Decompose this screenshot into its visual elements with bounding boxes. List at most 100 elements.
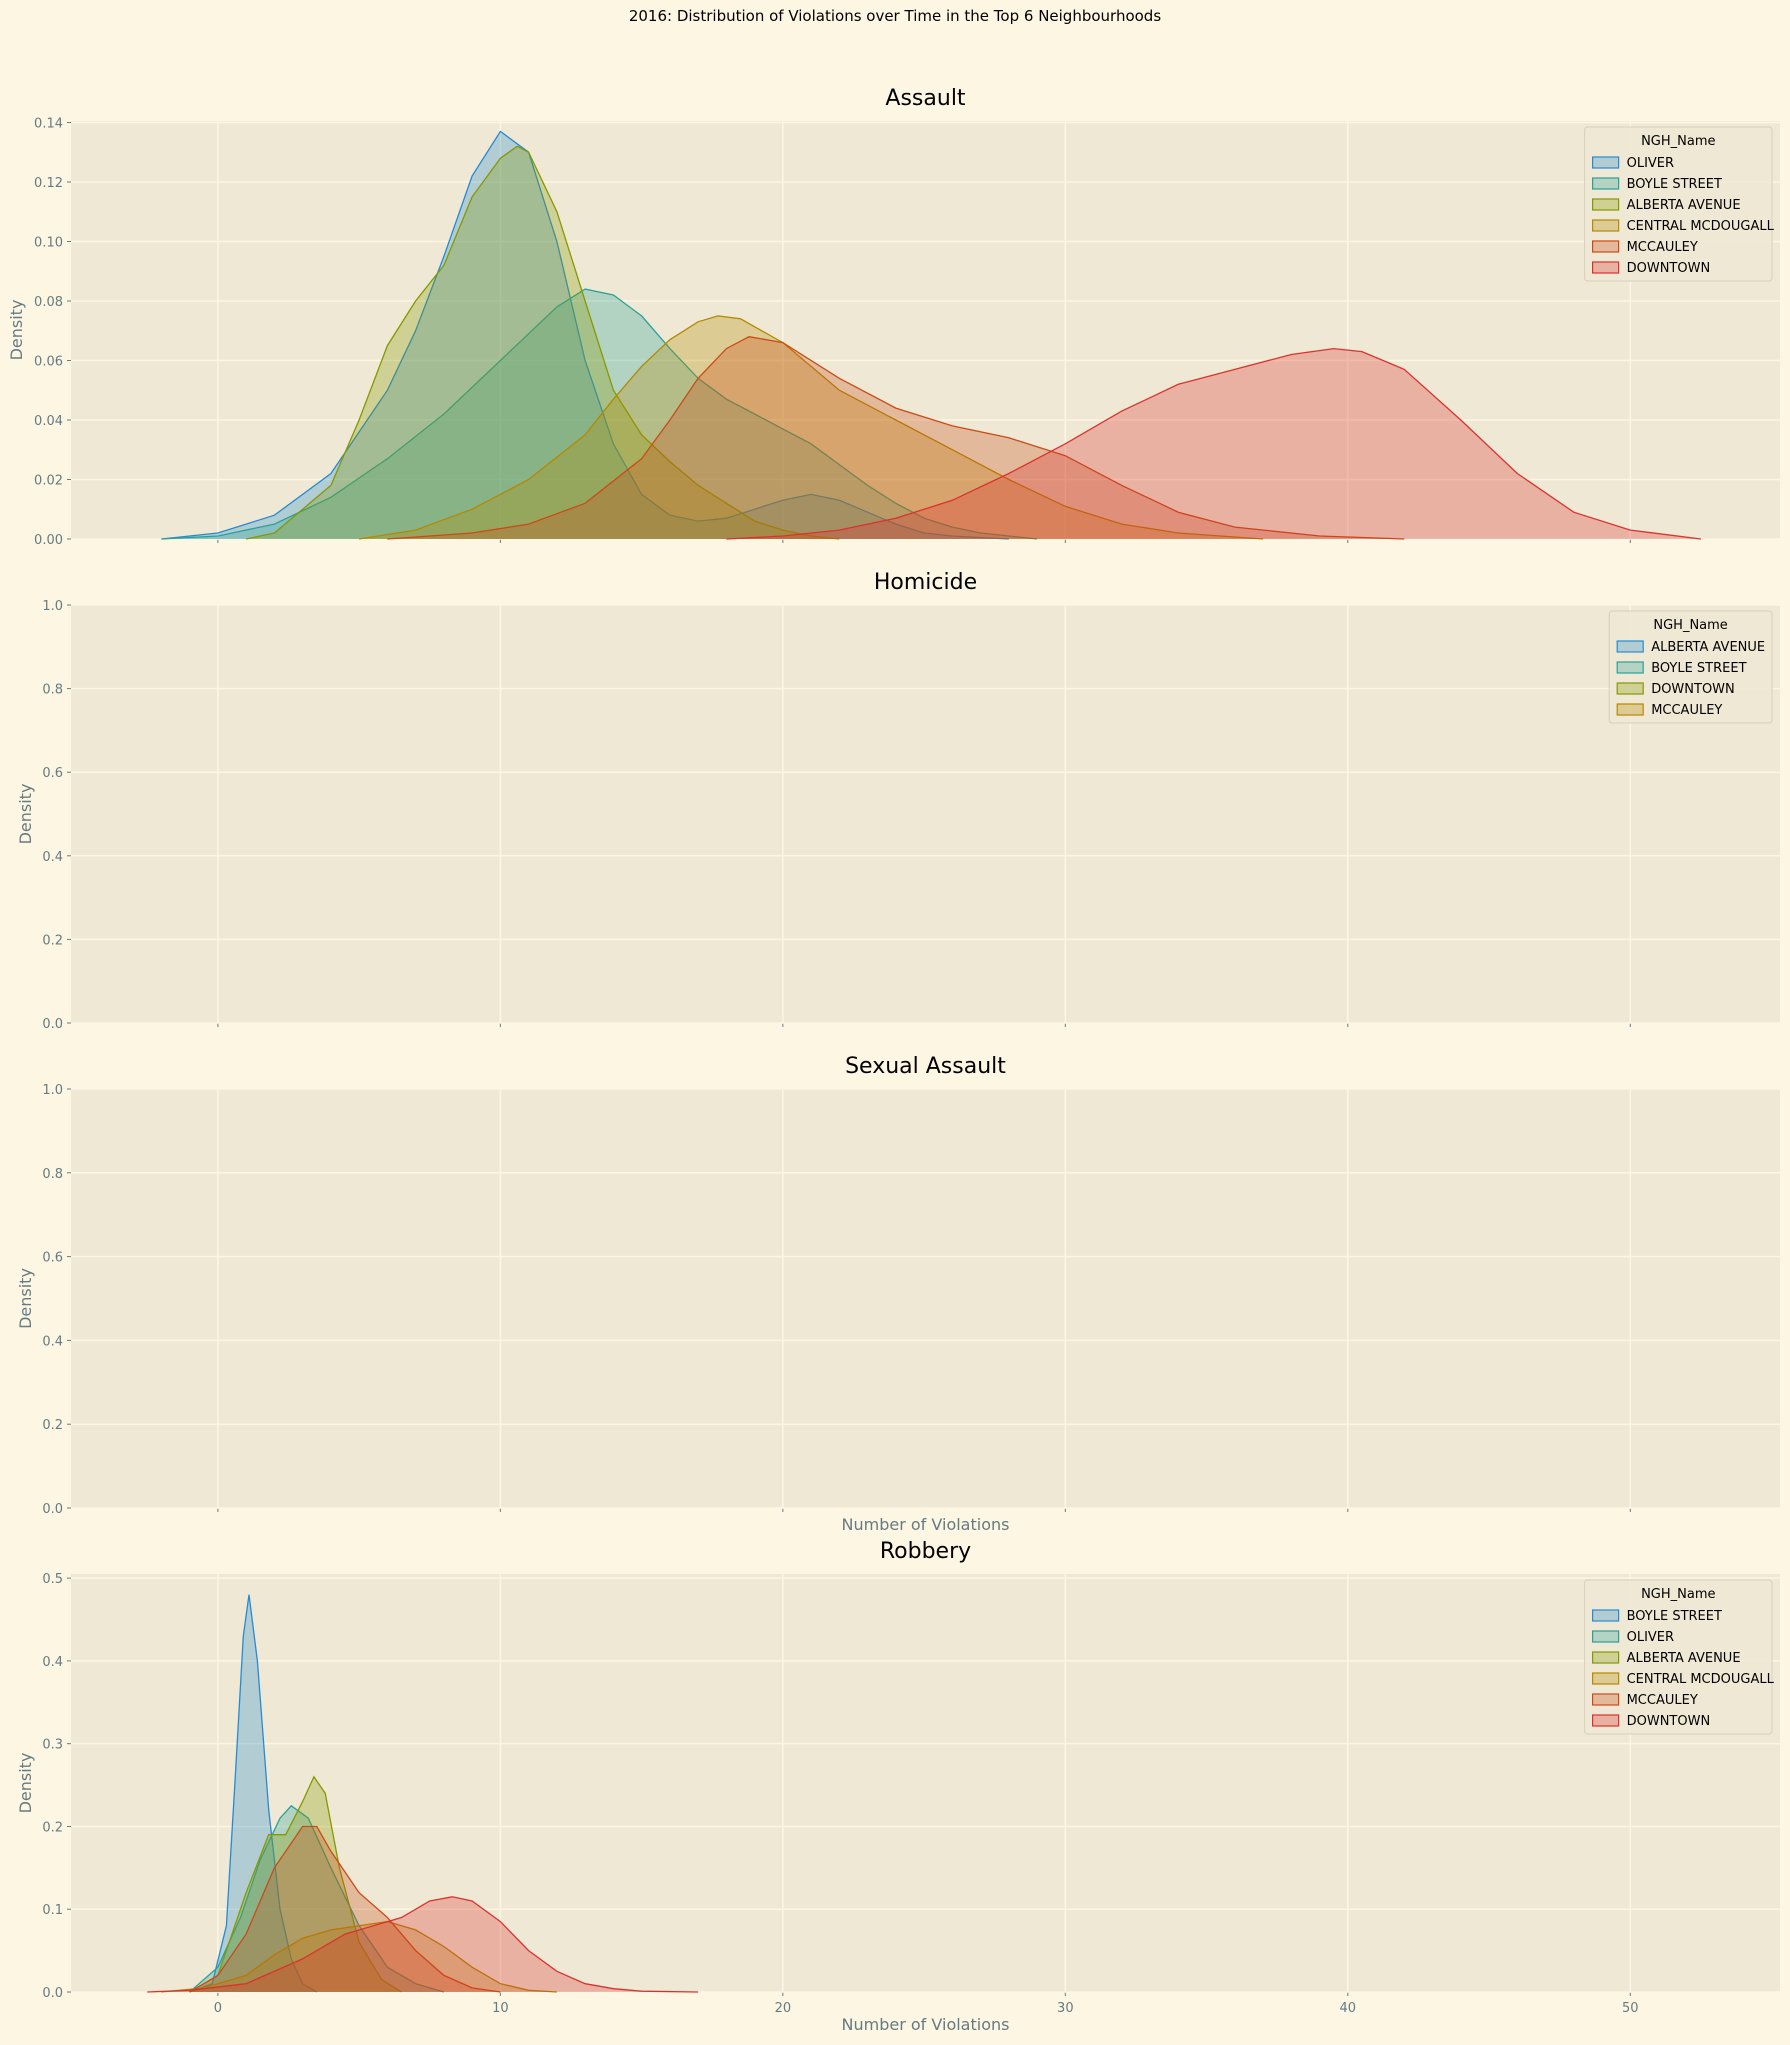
x-tick-label: 20 — [775, 2001, 792, 2016]
y-tick-label: 0.08 — [34, 295, 63, 310]
legend-swatch — [1616, 640, 1644, 653]
legend: NGH_Name ALBERTA AVENUE BOYLE STREET DOWNTO… — [1608, 610, 1773, 724]
density-area-mccauley — [387, 336, 1405, 539]
legend-entry: OLIVER — [1627, 1630, 1674, 1645]
legend-entry: OLIVER — [1627, 156, 1674, 171]
y-axis-label: Density — [7, 300, 26, 361]
y-tick-label: 1.0 — [42, 599, 63, 614]
x-tick-label: 40 — [1340, 2001, 1357, 2016]
y-tick-label: 0.0 — [42, 1502, 63, 1517]
legend-entry: CENTRAL MCDOUGALL — [1627, 219, 1775, 234]
legend-title: NGH_Name — [1641, 1587, 1715, 1602]
panels: 0.000.020.040.060.080.100.120.14AssaultD… — [7, 86, 1780, 2034]
y-tick-label: 0.0 — [42, 1017, 63, 1032]
plot-area — [71, 1574, 1780, 1992]
legend-entry: MCCAULEY — [1627, 240, 1698, 255]
legend-swatch — [1616, 661, 1644, 674]
legend-swatch — [1591, 219, 1620, 232]
density-area-oliver — [161, 131, 1009, 539]
panel-homicide: 0.0 0.2 0.4 0.6 0.8 1.0 Homicide Density NGH_Nam… — [16, 570, 1780, 1032]
legend-entry: BOYLE STREET — [1651, 661, 1746, 676]
density-line-downtown — [726, 347, 1701, 540]
panel-title: Sexual Assault — [845, 1054, 1006, 1079]
y-tick-label: 0.1 — [42, 1903, 63, 1918]
legend-swatch — [1591, 177, 1620, 190]
density-area-downtown — [147, 1896, 699, 1992]
plot-area — [71, 605, 1780, 1023]
y-axis-label: Density — [16, 1753, 35, 1814]
legend-swatch — [1591, 1651, 1620, 1664]
legend-swatch — [1616, 682, 1644, 695]
y-tick-label: 0.0 — [42, 1986, 63, 2001]
y-axis-label: Density — [16, 1268, 35, 1329]
legend-entry: DOWNTOWN — [1651, 682, 1735, 697]
y-tick-label: 0.06 — [34, 354, 63, 369]
legend-box — [1584, 1579, 1773, 1735]
y-tick-label: 1.0 — [42, 1083, 63, 1098]
density-line-oliver — [189, 1804, 445, 1993]
density-line-central-mcdougall — [358, 315, 1264, 540]
legend-box — [1608, 610, 1773, 724]
panel-assault: 0.00 0.02 0.04 0.06 0.08 0.10 0.12 0.14 Assault D… — [7, 86, 1780, 548]
density-area-mccauley — [189, 1826, 501, 1992]
y-tick-label: 0.2 — [42, 933, 63, 948]
legend-entry: ALBERTA AVENUE — [1627, 198, 1741, 213]
density-line-alberta-avenue — [189, 1775, 402, 1993]
legend: NGH_Name OLIVER BOYLE STREET ALBERTA AVENUE… — [1584, 126, 1775, 282]
legend-swatch — [1591, 1630, 1620, 1643]
x-axis-label: Number of Violations — [842, 2015, 1010, 2034]
legend-entry: MCCAULEY — [1651, 703, 1722, 718]
x-tick-label: 30 — [1057, 2001, 1074, 2016]
density-area-oliver — [189, 1805, 444, 1992]
legend-entry: ALBERTA AVENUE — [1651, 640, 1765, 655]
x-tick-label: 0 — [214, 2001, 222, 2016]
legend-entry: ALBERTA AVENUE — [1627, 1651, 1741, 1666]
density-line-mccauley — [189, 1825, 501, 1993]
y-tick-label: 0.2 — [42, 1418, 63, 1433]
x-axis-label: Number of Violations — [842, 1515, 1010, 1534]
density-line-downtown — [147, 1896, 699, 1993]
density-area-boyle-street — [161, 289, 1038, 539]
legend-entry: MCCAULEY — [1627, 1693, 1698, 1708]
legend-entry: BOYLE STREET — [1627, 1609, 1722, 1624]
y-tick-label: 0.00 — [34, 533, 63, 548]
density-area-downtown — [726, 348, 1701, 539]
panel-title: Assault — [885, 86, 966, 111]
density-line-alberta-avenue — [245, 145, 840, 540]
legend-title: NGH_Name — [1641, 134, 1715, 149]
y-tick-label: 0.5 — [42, 1572, 63, 1587]
y-tick-label: 0.12 — [34, 176, 63, 191]
panel-title: Homicide — [874, 570, 977, 595]
legend-entry: CENTRAL MCDOUGALL — [1627, 1672, 1775, 1687]
density-area-central-mcdougall — [359, 315, 1264, 539]
density-area-boyle-street — [189, 1594, 317, 1992]
legend-swatch — [1591, 1609, 1620, 1622]
y-tick-label: 0.2 — [42, 1820, 63, 1835]
y-tick-label: 0.6 — [42, 766, 63, 781]
y-tick-label: 0.14 — [34, 116, 63, 131]
x-tick-label: 50 — [1622, 2001, 1639, 2016]
y-tick-label: 0.4 — [42, 1334, 63, 1349]
density-line-mccauley — [387, 336, 1405, 540]
legend-swatch — [1591, 1672, 1620, 1685]
density-area-alberta-avenue — [246, 146, 840, 540]
legend-swatch — [1591, 198, 1620, 211]
y-tick-label: 0.4 — [42, 850, 63, 865]
density-line-boyle-street — [161, 288, 1038, 540]
density-area-central-mcdougall — [161, 1921, 557, 1992]
panel-title: Robbery — [880, 1539, 971, 1564]
legend-entry: DOWNTOWN — [1627, 261, 1711, 276]
y-axis-label: Density — [16, 784, 35, 845]
panel-sexual-assault: 0.0 0.2 0.4 0.6 0.8 1.0 Sexual Assault Density N… — [16, 1054, 1780, 1534]
panel-robbery: 0 10 20 30 40 50 0.0 0.1 0.2 0.3 0.4 0.5 Robbery Dens… — [16, 1539, 1780, 2034]
y-tick-label: 0.02 — [34, 473, 63, 488]
y-tick-label: 0.4 — [42, 1655, 63, 1670]
y-tick-label: 0.6 — [42, 1251, 63, 1266]
legend-swatch — [1591, 1693, 1620, 1706]
y-tick-label: 0.8 — [42, 683, 63, 698]
y-tick-label: 0.10 — [34, 235, 63, 250]
plot-area — [71, 121, 1780, 539]
legend-swatch — [1591, 261, 1620, 274]
legend-swatch — [1591, 1714, 1620, 1727]
